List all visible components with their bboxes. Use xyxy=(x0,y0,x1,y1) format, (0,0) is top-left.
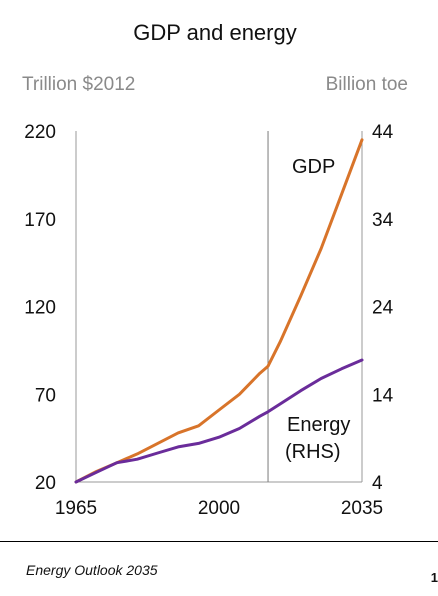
left-tick-label-0: 220 xyxy=(24,122,56,143)
x-tick-label-2: 2035 xyxy=(341,498,383,519)
right-tick-label-1: 34 xyxy=(372,210,394,231)
right-tick-label-3: 14 xyxy=(372,385,394,406)
page-number: 1 xyxy=(430,570,438,585)
right-tick-label-4: 4 xyxy=(372,473,383,494)
right-axis-unit: Billion toe xyxy=(325,74,408,95)
x-tick-label-0: 1965 xyxy=(55,498,97,519)
left-tick-label-2: 120 xyxy=(24,298,56,319)
left-tick-label-3: 70 xyxy=(35,385,56,406)
gdp-energy-chart: 220 170 120 70 20 44 34 24 14 4 1965 2000 2035 GDP Ene… xyxy=(24,122,394,519)
left-tick-label-1: 170 xyxy=(24,210,56,231)
right-tick-label-2: 24 xyxy=(372,298,394,319)
series-line-energy xyxy=(74,358,364,484)
footer-divider xyxy=(0,541,438,542)
footer-source: Energy Outlook 2035 xyxy=(26,562,158,578)
series-label-energy: Energy xyxy=(287,414,350,436)
series-line-gdp xyxy=(74,138,364,484)
series-label-rhs: (RHS) xyxy=(285,441,341,463)
left-tick-label-4: 20 xyxy=(35,473,56,494)
left-axis-unit: Trillion $2012 xyxy=(22,74,136,95)
x-tick-label-1: 2000 xyxy=(198,498,240,519)
series-label-gdp: GDP xyxy=(292,156,335,178)
chart-title: GDP and energy xyxy=(133,20,297,45)
right-tick-label-0: 44 xyxy=(372,122,394,143)
